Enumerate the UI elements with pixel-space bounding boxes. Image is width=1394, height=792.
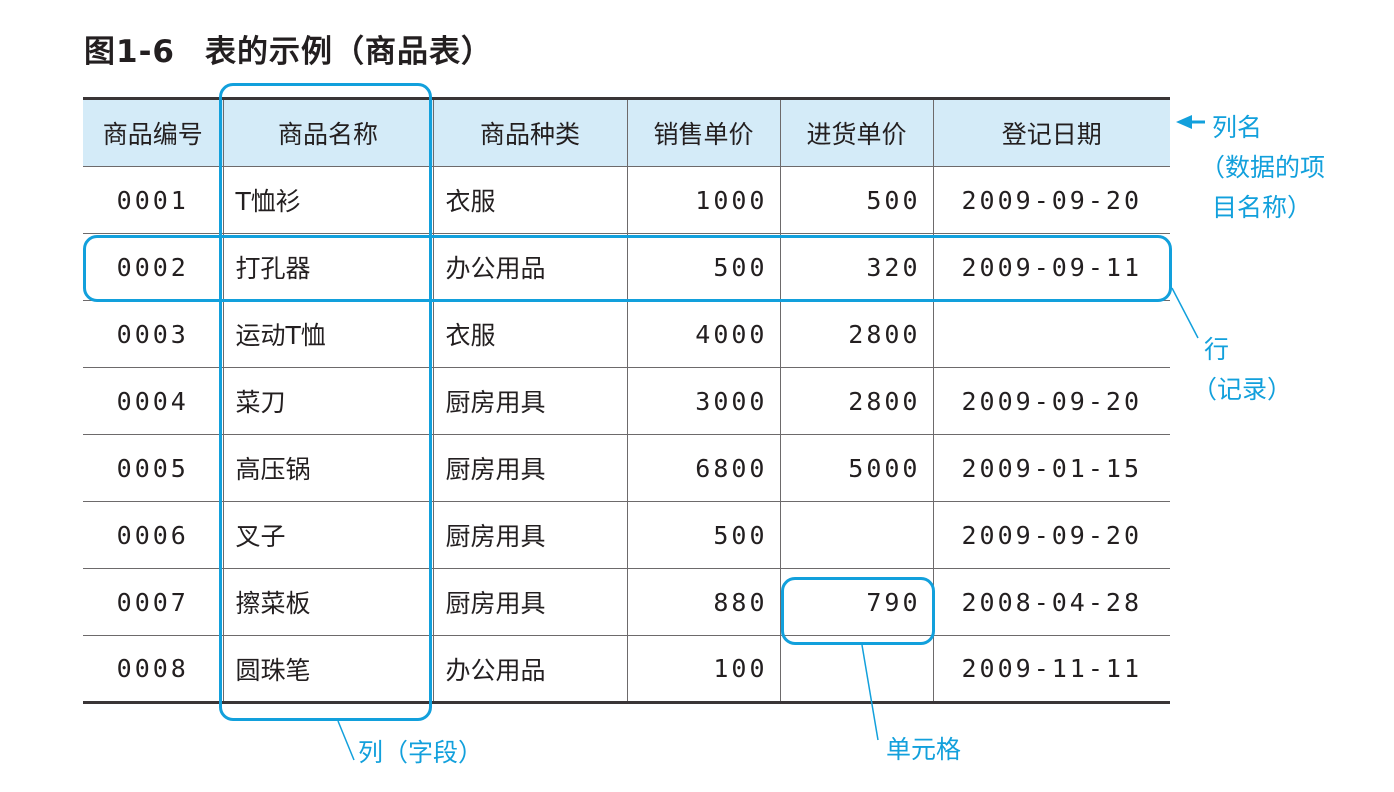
table-cell: 500 [626,233,780,301]
table-cell: 0005 [83,434,223,502]
column-name-desc-2: 目名称） [1212,193,1313,222]
table-cell: 5000 [779,434,933,502]
table-cell: 菜刀 [222,367,433,435]
table-cell: 320 [779,233,933,301]
table-cell: 2009-09-20 [932,367,1170,435]
column-name-text: 列名 [1212,113,1263,142]
column-header: 商品编号 [83,98,223,167]
table-cell: 100 [626,635,780,703]
table-cell: 2009-11-11 [932,635,1170,703]
table-row: 0001 T恤衫 衣服 1000 500 2009-09-20 [83,166,1170,234]
table-cell: 3000 [626,367,780,435]
table-row: 0006 叉子 厨房用具 500 2009-09-20 [83,501,1170,569]
table-cell: 厨房用具 [432,568,627,636]
header-row: 商品编号 商品名称 商品种类 销售单价 进货单价 登记日期 [83,98,1170,167]
table-cell: 2009-01-15 [932,434,1170,502]
table-cell: 6800 [626,434,780,502]
figure-caption: 表的示例（商品表） [205,34,494,70]
table-row: 0002 打孔器 办公用品 500 320 2009-09-11 [83,233,1170,301]
column-header: 登记日期 [932,98,1170,167]
table-cell: 打孔器 [222,233,433,301]
table-cell: 2800 [779,300,933,368]
cell-leader-line [861,644,879,741]
figure-number: 图1-6 [84,34,176,70]
table-cell: 0001 [83,166,223,234]
table-cell: 0003 [83,300,223,368]
table-cell: 圆珠笔 [222,635,433,703]
row-desc: （记录） [1192,375,1293,404]
table-cell: 2008-04-28 [932,568,1170,636]
arrow-left-icon [1176,115,1192,129]
figure-title: 图1-6 表的示例（商品表） [84,26,493,71]
table-cell: 厨房用具 [432,501,627,569]
table-cell: 0006 [83,501,223,569]
column-header: 进货单价 [779,98,933,167]
table-row: 0005 高压锅 厨房用具 6800 5000 2009-01-15 [83,434,1170,502]
cell-label: 单元格 [886,735,962,764]
column-label: 列（字段） [358,738,484,767]
table-row: 0004 菜刀 厨房用具 3000 2800 2009-09-20 [83,367,1170,435]
table-cell [779,635,933,703]
table-cell: 0002 [83,233,223,301]
row-label: 行 （记录） [1192,330,1292,410]
table-cell: 擦菜板 [222,568,433,636]
table-cell: 0007 [83,568,223,636]
table-cell: 衣服 [432,300,627,368]
row-leader-line [1171,287,1199,339]
table-cell: 厨房用具 [432,367,627,435]
column-name-desc-1: （数据的项 [1200,153,1326,182]
table-cell: 办公用品 [432,233,627,301]
column-leader-line [337,720,355,761]
table-cell: 厨房用具 [432,434,627,502]
column-header: 商品种类 [432,98,627,167]
table-cell: 2800 [779,367,933,435]
table-cell: 500 [779,166,933,234]
row-text: 行 [1204,335,1230,364]
table-cell: 880 [626,568,780,636]
table-row: 0008 圆珠笔 办公用品 100 2009-11-11 [83,635,1170,703]
table-cell: 高压锅 [222,434,433,502]
column-header: 商品名称 [222,98,433,167]
table-cell: 2009-09-20 [932,501,1170,569]
table-cell: 1000 [626,166,780,234]
product-table: 商品编号 商品名称 商品种类 销售单价 进货单价 登记日期 0001 T恤衫 衣服 1000 50… [83,97,1170,704]
table-cell: 运动T恤 [222,300,433,368]
column-name-label: 列名 （数据的项 目名称） [1200,108,1325,228]
table-cell: 办公用品 [432,635,627,703]
table-row: 0003 运动T恤 衣服 4000 2800 [83,300,1170,368]
table-cell: 2009-09-20 [932,166,1170,234]
table-row: 0007 擦菜板 厨房用具 880 790 2008-04-28 [83,568,1170,636]
table-cell: 衣服 [432,166,627,234]
column-header: 销售单价 [626,98,780,167]
table-cell: 0008 [83,635,223,703]
table-cell [779,501,933,569]
table-cell: T恤衫 [222,166,433,234]
table-cell: 叉子 [222,501,433,569]
table-cell: 0004 [83,367,223,435]
table-cell: 4000 [626,300,780,368]
table-cell: 500 [626,501,780,569]
table-cell [932,300,1170,368]
table-cell: 2009-09-11 [932,233,1170,301]
